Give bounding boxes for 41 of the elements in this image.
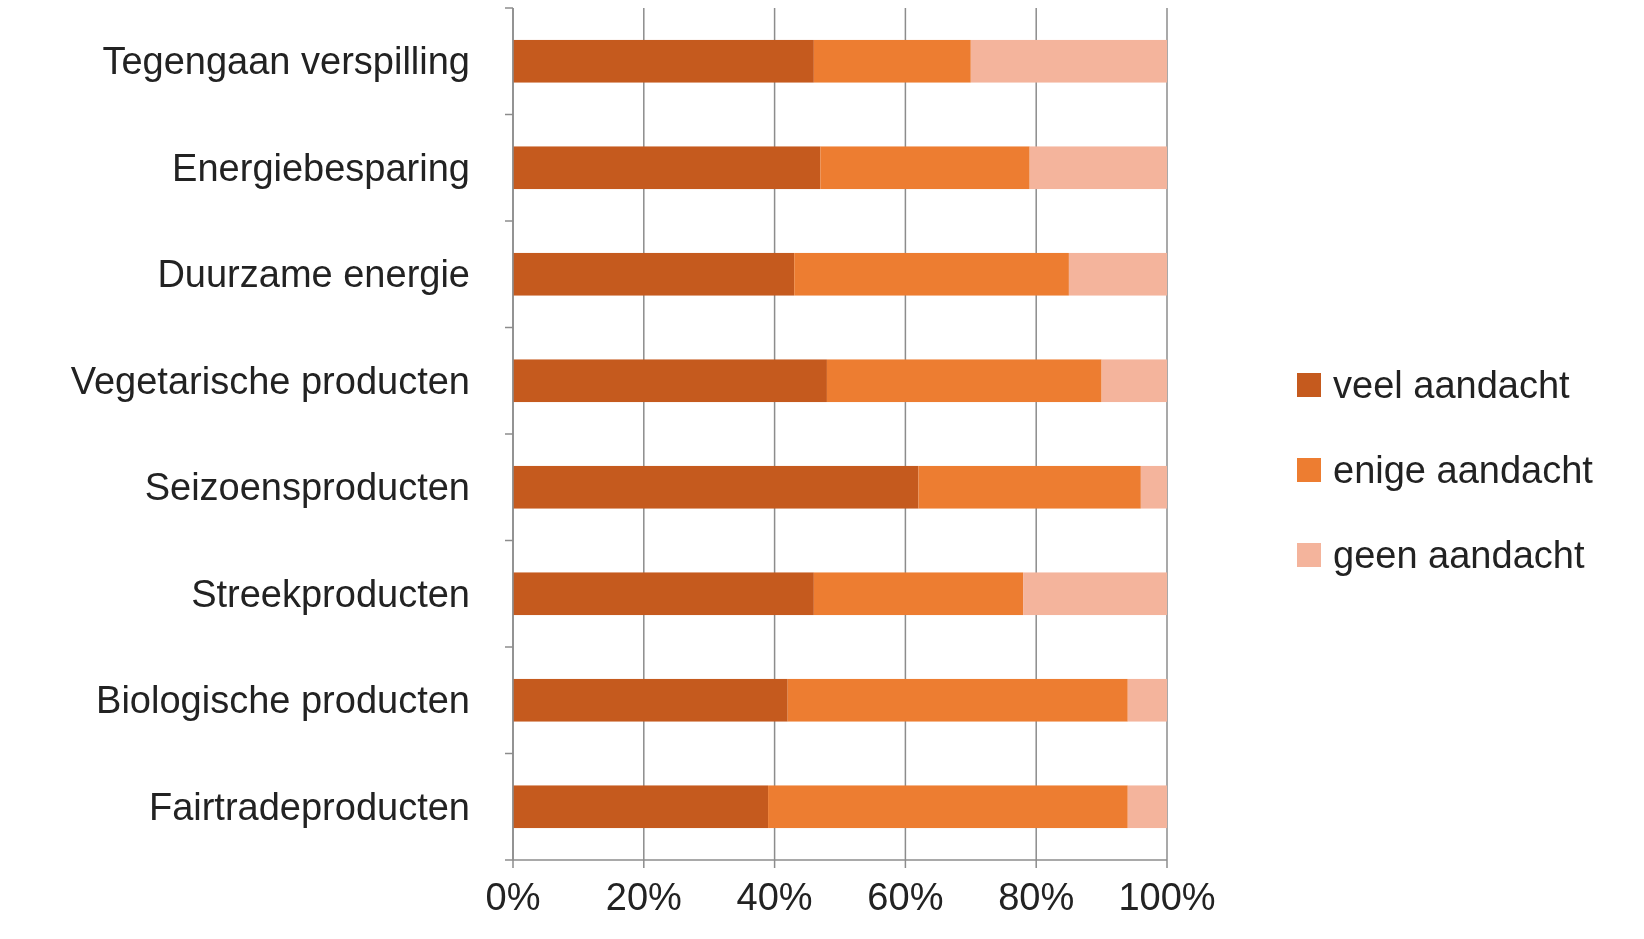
- x-tick-label: 100%: [1118, 876, 1216, 918]
- bar: [1029, 146, 1167, 190]
- x-tick-label: 0%: [485, 876, 541, 918]
- x-tick-label: 80%: [998, 876, 1075, 918]
- bar: [768, 785, 1128, 829]
- x-tick-label: 40%: [736, 876, 813, 918]
- bar: [813, 39, 971, 83]
- bar: [513, 252, 795, 296]
- legend-label: geen aandacht: [1333, 534, 1585, 576]
- bar: [513, 678, 788, 722]
- bar: [1140, 465, 1167, 509]
- y-tick-label: Biologische producten: [96, 679, 470, 722]
- y-tick-label: Duurzame energie: [157, 253, 470, 296]
- bar: [794, 252, 1069, 296]
- bar: [513, 39, 814, 83]
- bar: [787, 678, 1128, 722]
- bar: [513, 785, 769, 829]
- bar: [513, 359, 827, 403]
- bar: [1101, 359, 1167, 403]
- bar: [1127, 785, 1167, 829]
- bar: [513, 465, 919, 509]
- bar: [918, 465, 1141, 509]
- bar: [826, 359, 1102, 403]
- y-tick-label: Tegengaan verspilling: [102, 40, 470, 83]
- y-tick-label: Vegetarische producten: [70, 359, 470, 402]
- bar: [513, 146, 821, 190]
- bar: [1127, 678, 1167, 722]
- x-tick-label: 60%: [867, 876, 944, 918]
- y-tick-label: Energiebesparing: [172, 146, 470, 189]
- bar: [1023, 572, 1167, 616]
- x-tick-label: 20%: [605, 876, 682, 918]
- bar: [813, 572, 1024, 616]
- bar: [513, 572, 814, 616]
- legend-label: enige aandacht: [1333, 449, 1594, 491]
- bar: [820, 146, 1030, 190]
- bar: [970, 39, 1167, 83]
- y-tick-label: Seizoensproducten: [144, 466, 470, 509]
- bar: [1068, 252, 1167, 296]
- y-tick-label: Streekproducten: [191, 572, 470, 615]
- legend-label: veel aandacht: [1333, 364, 1571, 406]
- y-tick-label: Fairtradeproducten: [148, 785, 470, 828]
